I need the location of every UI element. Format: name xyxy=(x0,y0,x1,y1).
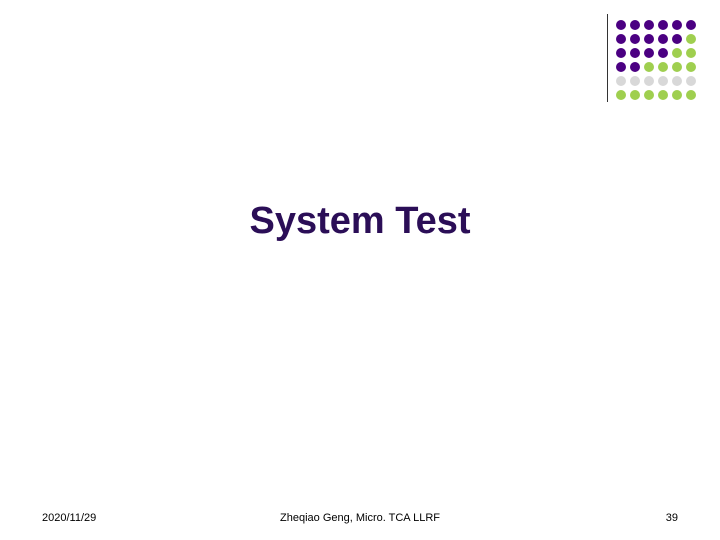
logo-dot xyxy=(658,34,668,44)
logo-dot xyxy=(686,90,696,100)
logo-dot xyxy=(616,76,626,86)
logo-dot xyxy=(616,62,626,72)
logo-dot xyxy=(630,20,640,30)
logo-divider xyxy=(607,14,608,102)
logo-dot xyxy=(616,34,626,44)
logo-dot xyxy=(672,76,682,86)
footer: 2020/11/29 Zheqiao Geng, Micro. TCA LLRF… xyxy=(0,512,720,524)
logo-dot xyxy=(672,48,682,58)
logo-dot xyxy=(644,76,654,86)
logo-dot xyxy=(616,90,626,100)
footer-author: Zheqiao Geng, Micro. TCA LLRF xyxy=(280,512,440,524)
logo-dot xyxy=(616,20,626,30)
logo-dot xyxy=(686,34,696,44)
footer-page: 39 xyxy=(666,512,678,524)
logo-dot xyxy=(644,20,654,30)
logo-dot-grid xyxy=(616,20,698,102)
logo-dot xyxy=(686,62,696,72)
logo-dot xyxy=(686,48,696,58)
logo-dot xyxy=(630,76,640,86)
logo-dot xyxy=(672,90,682,100)
logo-dot xyxy=(630,62,640,72)
logo-dot xyxy=(644,34,654,44)
footer-date: 2020/11/29 xyxy=(42,512,96,524)
logo-dot xyxy=(686,20,696,30)
logo-dot xyxy=(672,62,682,72)
logo-dot xyxy=(658,76,668,86)
logo-dot xyxy=(630,90,640,100)
logo-dot xyxy=(630,48,640,58)
slide-title: System Test xyxy=(0,200,720,243)
logo-dot xyxy=(672,20,682,30)
logo-dot xyxy=(630,34,640,44)
logo-dot xyxy=(686,76,696,86)
logo-dot xyxy=(658,62,668,72)
logo-dot xyxy=(658,90,668,100)
logo-dot xyxy=(658,48,668,58)
logo-block xyxy=(607,14,698,102)
logo-dot xyxy=(644,90,654,100)
logo-dot xyxy=(644,48,654,58)
logo-dot xyxy=(616,48,626,58)
logo-dot xyxy=(644,62,654,72)
logo-dot xyxy=(658,20,668,30)
logo-dot xyxy=(672,34,682,44)
